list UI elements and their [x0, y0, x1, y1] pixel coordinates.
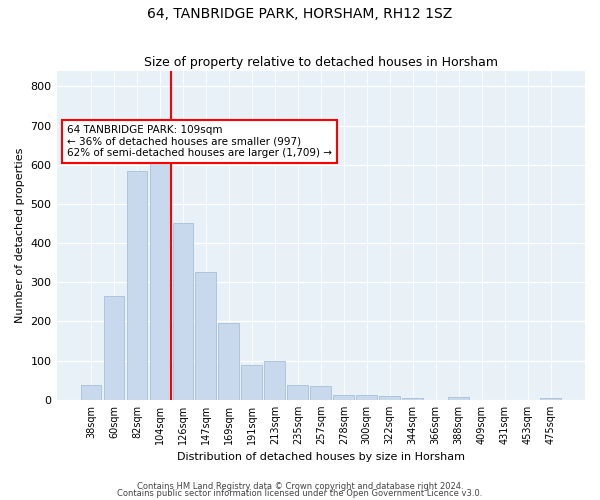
Bar: [287, 385, 308, 400]
Title: Size of property relative to detached houses in Horsham: Size of property relative to detached ho…: [144, 56, 498, 70]
Bar: [80, 385, 101, 400]
X-axis label: Distribution of detached houses by size in Horsham: Distribution of detached houses by size …: [177, 452, 465, 462]
Bar: [149, 162, 170, 400]
Bar: [540, 398, 561, 400]
Bar: [196, 272, 216, 400]
Text: 64 TANBRIDGE PARK: 109sqm
← 36% of detached houses are smaller (997)
62% of semi: 64 TANBRIDGE PARK: 109sqm ← 36% of detac…: [67, 125, 332, 158]
Bar: [356, 395, 377, 400]
Text: 64, TANBRIDGE PARK, HORSHAM, RH12 1SZ: 64, TANBRIDGE PARK, HORSHAM, RH12 1SZ: [148, 8, 452, 22]
Bar: [379, 396, 400, 400]
Bar: [127, 170, 147, 400]
Bar: [104, 296, 124, 400]
Bar: [334, 395, 354, 400]
Bar: [218, 324, 239, 400]
Bar: [448, 396, 469, 400]
Text: Contains public sector information licensed under the Open Government Licence v3: Contains public sector information licen…: [118, 489, 482, 498]
Text: Contains HM Land Registry data © Crown copyright and database right 2024.: Contains HM Land Registry data © Crown c…: [137, 482, 463, 491]
Bar: [403, 398, 423, 400]
Bar: [265, 360, 285, 400]
Bar: [173, 224, 193, 400]
Y-axis label: Number of detached properties: Number of detached properties: [15, 148, 25, 323]
Bar: [241, 364, 262, 400]
Bar: [310, 386, 331, 400]
